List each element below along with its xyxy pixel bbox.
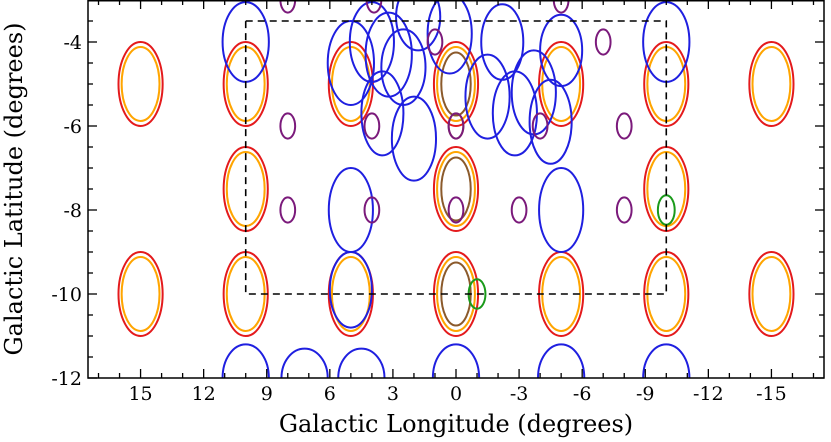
x-tick-label: 12 xyxy=(192,383,216,405)
red-ellipse xyxy=(748,251,795,337)
blue-ellipse xyxy=(464,53,511,140)
red-ellipse xyxy=(222,41,269,127)
x-tick-label: -15 xyxy=(756,383,787,405)
blue-ellipse xyxy=(480,3,525,81)
orange-ellipse xyxy=(436,46,476,122)
blue-ellipse xyxy=(326,20,375,106)
orange-ellipse xyxy=(436,151,476,227)
series-orange xyxy=(120,46,792,332)
y-tick-label: -12 xyxy=(51,368,82,390)
red-ellipse xyxy=(432,146,480,232)
brown-ellipse xyxy=(440,156,472,222)
y-tick-label: -6 xyxy=(63,116,82,138)
orange-ellipse xyxy=(751,256,792,332)
purple-ellipse xyxy=(279,112,297,140)
red-ellipse xyxy=(117,41,164,127)
x-tick-label: -9 xyxy=(636,383,655,405)
purple-ellipse xyxy=(426,28,444,56)
x-tick-label: 3 xyxy=(387,383,399,405)
purple-ellipse xyxy=(531,112,549,140)
x-tick-label: -3 xyxy=(510,383,529,405)
series-purple xyxy=(279,0,633,224)
orange-ellipse xyxy=(436,256,476,332)
purple-ellipse xyxy=(363,196,381,224)
ticks-layer: 15 12 9 6 3 0 -3 -6 -9 -12 -15 -4 -6 -8 -10 -12 xyxy=(51,0,824,405)
blue-ellipse xyxy=(280,347,329,378)
red-ellipse xyxy=(432,41,480,127)
orange-ellipse xyxy=(120,256,161,332)
purple-ellipse xyxy=(615,112,633,140)
blue-ellipse xyxy=(337,347,386,378)
orange-ellipse xyxy=(646,256,687,332)
x-tick-label: 15 xyxy=(128,383,152,405)
survey-region-box xyxy=(244,20,668,295)
red-ellipse xyxy=(117,251,164,337)
y-tick-label: -8 xyxy=(63,200,82,222)
purple-ellipse xyxy=(447,196,465,224)
series-red xyxy=(117,41,795,337)
purple-ellipse xyxy=(552,0,570,14)
y-tick-label: -10 xyxy=(51,284,82,306)
blue-ellipse xyxy=(426,0,473,75)
x-tick-label: 9 xyxy=(261,383,273,405)
x-tick-label: -6 xyxy=(573,383,592,405)
purple-ellipse xyxy=(615,196,633,224)
y-tick-label: -4 xyxy=(63,32,82,54)
blue-ellipse xyxy=(538,167,585,253)
blue-ellipse xyxy=(539,13,584,88)
blue-ellipse xyxy=(390,95,438,182)
x-tick-label: 6 xyxy=(324,383,336,405)
red-ellipse xyxy=(538,41,585,127)
purple-ellipse xyxy=(365,0,383,14)
plot-frame xyxy=(87,0,825,379)
brown-ellipse xyxy=(440,51,472,117)
purple-ellipse xyxy=(279,0,297,14)
purple-ellipse xyxy=(510,196,528,224)
blue-ellipse xyxy=(528,78,573,165)
y-axis-title: Galactic Latitude (degrees) xyxy=(0,22,28,355)
blue-ellipse xyxy=(328,250,373,329)
red-ellipse xyxy=(643,41,690,127)
orange-ellipse xyxy=(751,46,792,122)
blue-ellipse xyxy=(360,70,405,157)
ellipses-layer xyxy=(117,0,795,378)
blue-ellipse xyxy=(327,167,374,253)
purple-ellipse xyxy=(594,28,612,56)
x-tick-label: 0 xyxy=(450,383,462,405)
blue-ellipse xyxy=(364,11,413,98)
purple-ellipse xyxy=(363,112,381,140)
red-ellipse xyxy=(748,41,795,127)
green-ellipse xyxy=(656,194,676,226)
x-tick-label: -12 xyxy=(693,383,724,405)
x-axis-title: Galactic Longitude (degrees) xyxy=(279,410,633,438)
orange-ellipse xyxy=(120,46,161,122)
blue-ellipse xyxy=(395,0,442,52)
series-blue xyxy=(221,0,691,378)
purple-ellipse xyxy=(447,112,465,140)
purple-ellipse xyxy=(279,196,297,224)
